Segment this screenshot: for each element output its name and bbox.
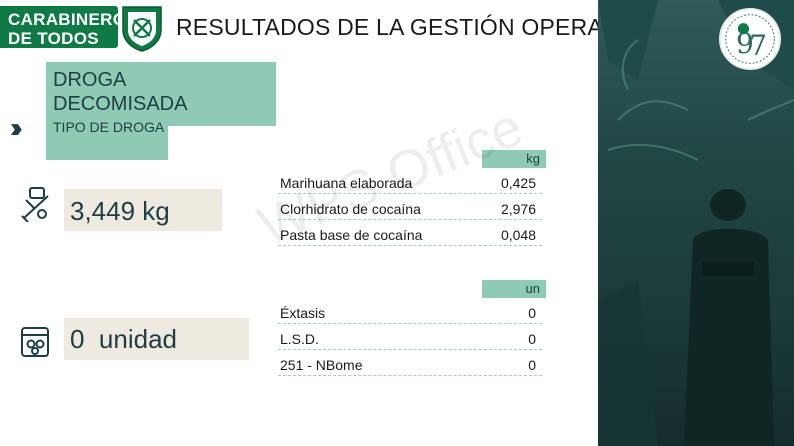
drug-name: Éxtasis bbox=[280, 305, 326, 321]
officer-photo bbox=[598, 0, 794, 446]
weight-total: 3,449 kg bbox=[70, 196, 170, 226]
brand-line-1: CARABINEROS bbox=[8, 10, 138, 29]
drug-name: Clorhidrato de cocaína bbox=[280, 201, 421, 217]
drug-name: L.S.D. bbox=[280, 331, 319, 347]
unit-total: 0 unidad bbox=[70, 324, 177, 354]
table-row: L.S.D. 0 bbox=[278, 328, 542, 350]
unit-unit-header: un bbox=[482, 280, 546, 298]
subtitle-box bbox=[46, 114, 168, 160]
svg-text:7: 7 bbox=[749, 29, 767, 62]
table-row: 251 - NBome 0 bbox=[278, 354, 542, 376]
drug-value: 0 bbox=[528, 305, 536, 321]
drug-value: 2,976 bbox=[500, 201, 536, 217]
drug-syringe-icon bbox=[21, 187, 49, 222]
double-chevron-icon: ›› bbox=[10, 112, 22, 143]
drug-value: 0,048 bbox=[500, 227, 536, 243]
page-title: RESULTADOS DE LA GESTIÓN OPERATIVA bbox=[176, 14, 652, 40]
drug-value: 0,425 bbox=[500, 175, 536, 191]
unit-total-box bbox=[64, 318, 249, 360]
brand-logo: CARABINEROS DE TODOS bbox=[0, 6, 138, 48]
drug-name: Pasta base de cocaína bbox=[280, 227, 423, 243]
table-row: Éxtasis 0 bbox=[278, 302, 542, 324]
table-row: Marihuana elaborada 0,425 bbox=[278, 172, 542, 194]
weight-unit-header: kg bbox=[482, 150, 546, 168]
drug-value: 0 bbox=[528, 357, 536, 373]
table-row: Pasta base de cocaína 0,048 bbox=[278, 224, 542, 246]
shield-icon bbox=[122, 6, 162, 52]
svg-text:9: 9 bbox=[736, 27, 754, 60]
table-row: Clorhidrato de cocaína 2,976 bbox=[278, 198, 542, 220]
brand-line-2: DE TODOS bbox=[8, 29, 99, 48]
weight-total-box bbox=[64, 189, 222, 231]
pills-box-icon bbox=[21, 327, 49, 357]
anniversary-badge-icon: 9 7 bbox=[719, 8, 781, 70]
section-subtitle: TIPO DE DROGA bbox=[53, 119, 165, 135]
section-title: DROGA DECOMISADA bbox=[53, 69, 188, 115]
drug-value: 0 bbox=[528, 331, 536, 347]
drug-name: 251 - NBome bbox=[280, 357, 363, 373]
drug-name: Marihuana elaborada bbox=[280, 175, 413, 191]
